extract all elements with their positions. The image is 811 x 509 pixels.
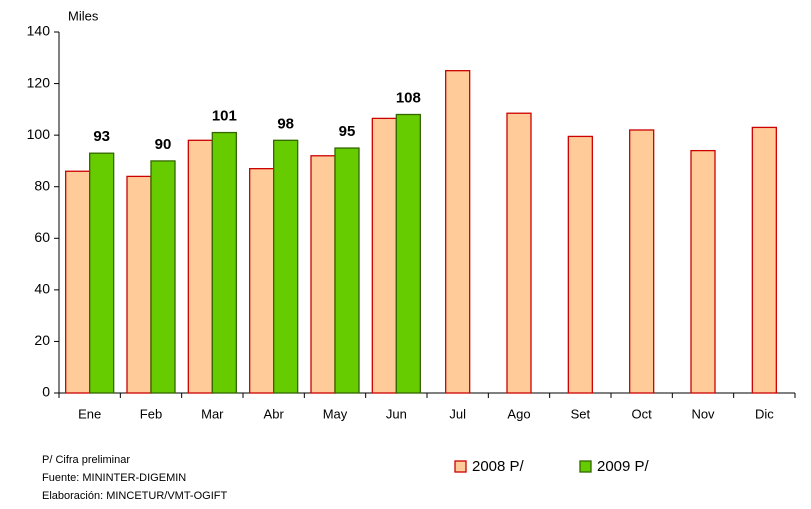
legend-label: 2008 P/ xyxy=(472,458,525,475)
bar xyxy=(65,170,91,394)
bar xyxy=(126,175,152,394)
note: Elaboración: MINCETUR/VMT-OGIFT xyxy=(42,490,227,502)
x-tick-label: Mar xyxy=(201,406,224,421)
x-tick-label: Ene xyxy=(78,406,101,421)
legend-swatch xyxy=(454,460,467,473)
bar xyxy=(273,139,299,394)
bar xyxy=(690,149,716,394)
x-tick-label: Nov xyxy=(691,406,715,421)
data-label: 95 xyxy=(339,123,356,140)
x-tick-label: Ago xyxy=(507,406,530,421)
x-tick-label: Oct xyxy=(632,406,653,421)
note: Fuente: MININTER-DIGEMIN xyxy=(42,472,186,484)
bar xyxy=(187,139,213,394)
y-tick-label: 140 xyxy=(27,23,51,39)
y-tick-label: 20 xyxy=(34,332,50,348)
bar xyxy=(249,168,275,394)
data-label: 90 xyxy=(155,136,172,153)
data-label: 101 xyxy=(212,108,237,125)
y-tick-label: 60 xyxy=(34,229,50,245)
legend-label: 2009 P/ xyxy=(597,458,650,475)
legend-swatch xyxy=(579,460,592,473)
bar xyxy=(395,113,421,394)
y-axis-label: Miles xyxy=(68,8,99,23)
x-tick-label: Abr xyxy=(264,406,285,421)
bar xyxy=(506,112,532,394)
bar xyxy=(567,135,593,394)
bar xyxy=(445,70,471,394)
bar xyxy=(371,117,397,394)
data-label: 98 xyxy=(277,115,294,132)
note: P/ Cifra preliminar xyxy=(42,454,130,466)
data-label: 108 xyxy=(396,89,421,106)
x-tick-label: Feb xyxy=(140,406,162,421)
bar xyxy=(211,131,237,394)
y-tick-label: 120 xyxy=(27,74,51,90)
x-tick-label: Jun xyxy=(386,406,407,421)
x-tick-label: Set xyxy=(571,406,591,421)
y-tick-label: 80 xyxy=(34,177,50,193)
x-tick-label: Dic xyxy=(755,406,774,421)
bar xyxy=(150,160,176,394)
x-tick-label: May xyxy=(323,406,348,421)
bar xyxy=(310,155,336,394)
bar xyxy=(629,129,655,394)
x-tick-label: Jul xyxy=(449,406,466,421)
bar xyxy=(89,152,115,394)
bar xyxy=(334,147,360,394)
data-label: 93 xyxy=(93,128,110,145)
y-tick-label: 40 xyxy=(34,281,50,297)
bar xyxy=(751,126,777,394)
y-tick-label: 0 xyxy=(42,384,50,400)
y-tick-label: 100 xyxy=(27,126,51,142)
